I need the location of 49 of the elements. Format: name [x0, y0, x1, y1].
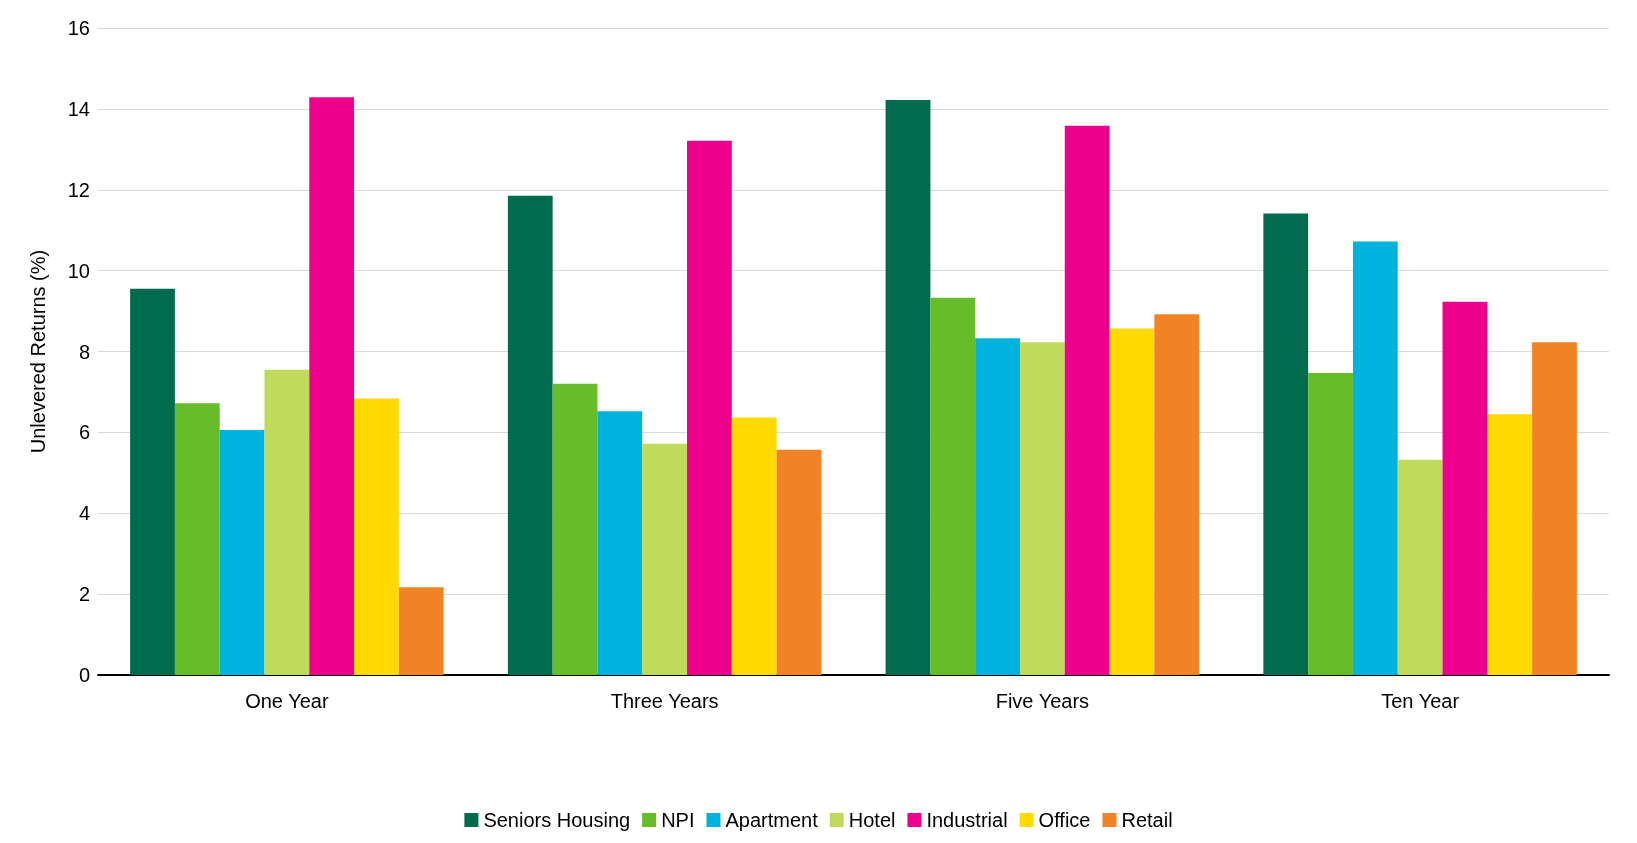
y-tick-label: 0: [78, 664, 90, 686]
bar: [1487, 414, 1533, 675]
legend-label: Seniors Housing: [483, 809, 631, 831]
y-tick-label: 12: [67, 178, 90, 201]
x-tick-label: Five Years: [995, 690, 1090, 712]
bar: [975, 338, 1020, 675]
y-tick-label: 16: [67, 17, 90, 39]
legend-label: NPI: [661, 809, 695, 831]
x-tick-label: Three Years: [610, 690, 719, 712]
y-tick-label: 8: [78, 340, 90, 363]
bar: [552, 383, 598, 675]
y-tick-label: 4: [78, 502, 90, 525]
bar: [507, 195, 553, 675]
bar: [1352, 241, 1398, 675]
bar: [776, 449, 822, 675]
bar: [885, 99, 931, 675]
legend-label: Apartment: [725, 809, 819, 831]
bar: [1308, 372, 1353, 675]
y-axis-title: Unlevered Returns (%): [27, 249, 49, 454]
bar: [1064, 125, 1110, 675]
legend-label: Office: [1038, 809, 1091, 831]
bar: [354, 398, 399, 675]
bar: [1019, 342, 1065, 675]
bar: [597, 411, 643, 675]
bar: [1263, 213, 1309, 675]
bar: [309, 97, 355, 675]
bar: [219, 429, 265, 675]
bar: [398, 587, 444, 675]
bar: [687, 140, 732, 675]
bar: [264, 369, 310, 675]
y-tick-label: 10: [67, 259, 90, 282]
y-tick-label: 14: [67, 97, 90, 120]
bar: [1109, 328, 1155, 675]
bar: [1397, 459, 1443, 675]
legend-label: Industrial: [926, 809, 1008, 831]
bar: [731, 417, 777, 675]
legend-label: Hotel: [848, 809, 896, 831]
legend-label: Retail: [1121, 809, 1173, 831]
y-tick-label: 2: [78, 583, 90, 606]
x-tick-label: Ten Year: [1381, 690, 1460, 712]
bar: [1532, 342, 1577, 675]
bar: [642, 443, 688, 675]
y-tick-label: 6: [78, 421, 90, 444]
bar: [1442, 301, 1488, 675]
bar: [130, 288, 175, 675]
x-tick-label: One Year: [245, 690, 329, 712]
bar: [930, 297, 976, 675]
bar: [174, 403, 220, 675]
bar: [1154, 314, 1200, 675]
